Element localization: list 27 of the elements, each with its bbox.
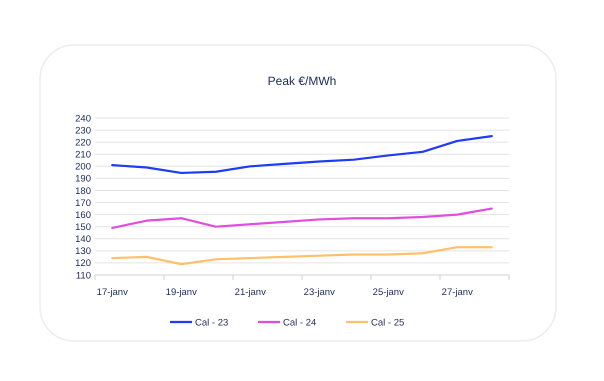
x-tick-label: 25-janv [372, 287, 404, 298]
y-tick-label: 140 [75, 234, 91, 246]
y-tick-label: 120 [75, 258, 91, 270]
legend-label: Cal - 23 [195, 317, 228, 328]
y-tick-label: 220 [75, 137, 91, 148]
line-series [111, 135, 493, 174]
line-series [111, 207, 493, 229]
y-tick-label: 230 [75, 125, 91, 136]
y-tick-label: 160 [75, 210, 91, 221]
x-tick-label: 27-janv [442, 287, 474, 298]
line-series [111, 246, 493, 266]
legend-label: Cal - 24 [283, 317, 316, 328]
y-tick-label: 200 [75, 162, 91, 173]
x-tick-label: 21-janv [234, 287, 266, 298]
y-tick-label: 180 [75, 186, 91, 197]
y-tick-label: 170 [75, 198, 91, 209]
y-tick-label: 240 [75, 113, 91, 124]
x-tick-label: 17-janv [96, 287, 128, 298]
x-tick-label: 23-janv [304, 287, 336, 298]
x-tick-label: 19-janv [166, 287, 198, 298]
y-tick-label: 210 [75, 150, 91, 161]
y-tick-label: 130 [75, 246, 91, 258]
chart-title: Peak €/MWh [268, 74, 336, 88]
y-tick-label: 150 [75, 222, 91, 234]
y-tick-label: 110 [76, 270, 91, 282]
legend-label: Cal - 25 [371, 317, 404, 328]
y-tick-label: 190 [75, 174, 91, 185]
